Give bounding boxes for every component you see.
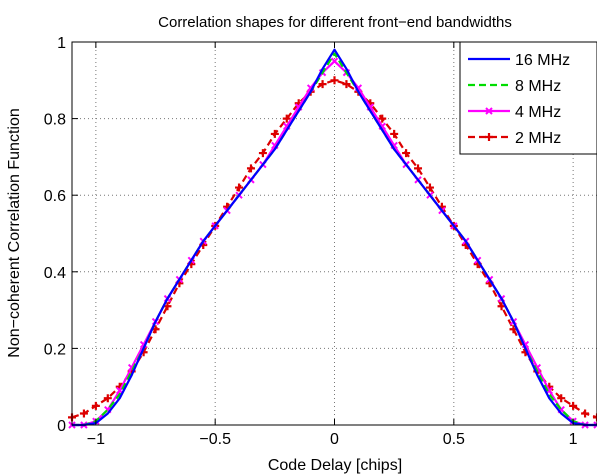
y-axis-title: Non−coherent Correlation Function [6, 108, 23, 357]
y-tick-label: 0.2 [44, 341, 66, 358]
y-tick-label: 0.4 [44, 265, 66, 282]
axis-ticks: −1 −0.5 0 0.5 1 0 0.2 0.4 0.6 0.8 1 [44, 35, 578, 448]
y-tick-label: 0.8 [44, 112, 66, 129]
series-8-mhz [72, 52, 597, 427]
series-16-mhz [72, 48, 597, 427]
series-marker-2-mhz [270, 129, 279, 138]
series-marker-2-mhz [378, 114, 387, 123]
series-marker-4-mhz [330, 57, 339, 65]
series-marker-2-mhz [103, 394, 112, 403]
series-marker-2-mhz [163, 302, 172, 311]
x-axis-title: Code Delay [chips] [268, 457, 402, 474]
series-line-2-mhz [71, 79, 597, 419]
plot-series [68, 48, 597, 429]
series-marker-2-mhz [414, 164, 423, 173]
series-marker-2-mhz [91, 401, 100, 410]
series-marker-2-mhz [593, 413, 597, 422]
series-marker-2-mhz [246, 164, 255, 173]
series-line-8-mhz [72, 52, 597, 427]
legend-label-16-mhz: 16 MHz [515, 52, 570, 69]
x-tick-label: 1 [569, 431, 578, 448]
series-marker-4-mhz [593, 421, 597, 429]
series-marker-2-mhz [390, 129, 399, 138]
series-marker-2-mhz [497, 302, 506, 311]
series-marker-2-mhz [569, 401, 578, 410]
series-line-16-mhz [72, 48, 597, 427]
y-tick-label: 0.6 [44, 188, 66, 205]
series-marker-2-mhz [342, 80, 351, 89]
y-tick-label: 0 [57, 418, 66, 435]
legend-label-4-mhz: 4 MHz [515, 104, 561, 121]
y-tick-label: 1 [57, 35, 66, 52]
legend-box [459, 41, 597, 155]
legend-label-2-mhz: 2 MHz [515, 130, 561, 147]
series-marker-2-mhz [330, 76, 339, 85]
series-marker-2-mhz [235, 183, 244, 192]
legend: 16 MHz 8 MHz 4 MHz 2 MHz [459, 41, 597, 155]
series-marker-2-mhz [402, 149, 411, 158]
x-tick-label: 0 [330, 431, 339, 448]
series-marker-2-mhz [425, 183, 434, 192]
x-tick-label: 0.5 [443, 431, 465, 448]
series-marker-2-mhz [557, 394, 566, 403]
x-tick-label: −0.5 [199, 431, 231, 448]
series-marker-2-mhz [79, 409, 88, 418]
legend-label-8-mhz: 8 MHz [515, 78, 561, 95]
series-marker-2-mhz [282, 114, 291, 123]
legend-marker-2-mhz [485, 133, 493, 141]
x-tick-label: −1 [87, 431, 105, 448]
series-marker-2-mhz [581, 409, 590, 418]
legend-marker-4-mhz [485, 107, 493, 115]
series-marker-2-mhz [258, 149, 267, 158]
series-marker-2-mhz [318, 80, 327, 89]
chart-title: Correlation shapes for different front−e… [158, 14, 512, 31]
